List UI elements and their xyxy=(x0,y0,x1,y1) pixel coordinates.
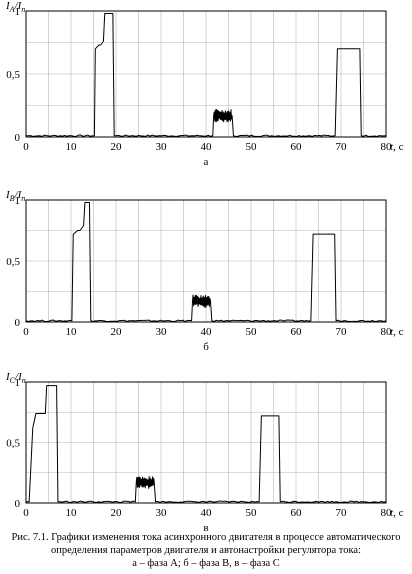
x-tick-label: 0 xyxy=(23,507,29,519)
y-axis-label-part: I xyxy=(5,371,11,383)
x-tick-label: 80 xyxy=(381,326,393,338)
x-tick-label: 40 xyxy=(201,326,213,338)
x-tick-label: 70 xyxy=(336,507,348,519)
plot-frame xyxy=(25,199,387,323)
y-axis-label: IC/In xyxy=(5,371,26,385)
y-tick-label: 0 xyxy=(15,498,21,510)
data-series-line xyxy=(25,13,387,137)
y-axis-label: IA/In xyxy=(5,0,25,14)
x-tick-label: 40 xyxy=(201,507,213,519)
panel-label: б xyxy=(203,341,209,353)
figure-caption-line-2: определения параметров двигателя и автон… xyxy=(50,545,362,556)
x-tick-label: 50 xyxy=(246,141,258,153)
y-axis-label-part: n xyxy=(21,194,25,203)
x-axis-label: t, с xyxy=(390,507,404,519)
x-axis-label-unit: , с xyxy=(393,507,404,519)
y-axis-label-part: I xyxy=(5,0,11,12)
y-tick-label: 0 xyxy=(15,317,21,329)
plot-frame xyxy=(25,10,387,138)
panel-label: в xyxy=(203,522,208,534)
x-tick-label: 20 xyxy=(111,507,123,519)
x-axis-label-var: t xyxy=(390,141,394,153)
y-axis-label-part: B xyxy=(10,194,15,203)
y-axis-label-part: I xyxy=(5,189,11,201)
data-series-line xyxy=(25,201,387,323)
panel-label: а xyxy=(204,156,209,168)
x-tick-label: 50 xyxy=(246,507,258,519)
y-axis-label-part: I xyxy=(17,371,23,383)
x-tick-label: 20 xyxy=(111,141,123,153)
y-axis-label-part: I xyxy=(17,0,23,12)
y-axis-label-part: n xyxy=(21,5,25,14)
y-tick-label: 0 xyxy=(15,132,21,144)
x-tick-label: 30 xyxy=(156,507,168,519)
x-tick-label: 0 xyxy=(23,326,29,338)
x-tick-label: 30 xyxy=(156,141,168,153)
x-axis-label: t, с xyxy=(390,141,404,153)
y-axis-label-part: / xyxy=(14,0,19,12)
y-axis-label-part: / xyxy=(14,189,19,201)
x-tick-label: 40 xyxy=(201,141,213,153)
y-axis-label-part: A xyxy=(9,5,15,14)
x-tick-label: 60 xyxy=(291,507,303,519)
y-axis-label-part: n xyxy=(22,376,26,385)
chart-panel-3: 0 10 20 30 40 50 60 70 80 0 0,5 1IC/In t, с в xyxy=(5,371,404,534)
x-tick-label: 20 xyxy=(111,326,123,338)
x-axis-label-var: t xyxy=(390,507,394,519)
y-tick-label: 0,5 xyxy=(6,438,20,450)
x-tick-label: 10 xyxy=(66,507,78,519)
y-axis-label-part: / xyxy=(14,371,19,383)
chart-panel-2: 0 10 20 30 40 50 60 70 80 0 0,5 1IB/In t, с б xyxy=(5,189,404,353)
x-tick-label: 70 xyxy=(336,326,348,338)
x-tick-label: 60 xyxy=(291,326,303,338)
x-tick-label: 10 xyxy=(66,326,78,338)
x-tick-label: 30 xyxy=(156,326,168,338)
figure-caption-line-3: а – фаза А; б – фаза В, в – фаза С xyxy=(132,558,280,569)
x-axis-label: t, с xyxy=(390,326,404,338)
x-tick-label: 80 xyxy=(381,507,393,519)
y-tick-label: 0,5 xyxy=(6,69,20,81)
y-tick-label: 0,5 xyxy=(6,256,20,268)
y-tick-label: 1 xyxy=(15,195,21,207)
x-tick-label: 80 xyxy=(381,141,393,153)
x-axis-label-unit: , с xyxy=(393,326,404,338)
plot-frame xyxy=(25,381,387,504)
x-tick-label: 0 xyxy=(23,141,29,153)
x-tick-label: 10 xyxy=(66,141,78,153)
x-tick-label: 50 xyxy=(246,326,258,338)
chart-panel-1: 0 10 20 30 40 50 60 70 80 0 0,5 1IA/In t, с а xyxy=(5,0,404,168)
y-axis-label-part: I xyxy=(17,189,23,201)
y-tick-label: 1 xyxy=(15,377,21,389)
y-axis-label: IB/In xyxy=(5,189,25,203)
data-series-line xyxy=(26,385,387,503)
y-tick-label: 1 xyxy=(15,6,21,18)
y-axis-label-part: C xyxy=(10,376,16,385)
x-axis-label-var: t xyxy=(390,326,394,338)
figure-caption-line-1: Рис. 7.1. Графики изменения тока асинхро… xyxy=(11,532,401,543)
x-tick-label: 70 xyxy=(336,141,348,153)
x-axis-label-unit: , с xyxy=(393,141,404,153)
x-tick-label: 60 xyxy=(291,141,303,153)
